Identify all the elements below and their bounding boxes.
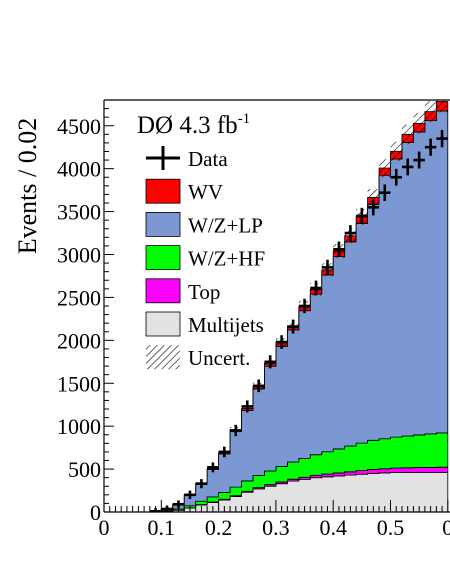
data-point [310,280,322,296]
legend-label: Uncert. [188,346,250,370]
legend-label: Multijets [188,313,264,337]
data-point [298,298,311,314]
legend-swatch [145,211,181,237]
data-point [401,158,414,176]
legend-item-multijets: Multijets [145,311,264,337]
data-point [436,129,448,148]
legend-label: W/Z+LP [188,213,263,237]
data-point [207,462,219,473]
x-tick-label: 0.4 [319,515,347,540]
legend-swatch [145,278,181,304]
uncertainty-band-bin [413,113,425,134]
x-tick-label: 0.3 [262,515,290,540]
legend-item-top: Top [145,278,220,304]
legend-swatch [146,345,180,370]
legend-item-w-z-hf: W/Z+HF [145,245,265,271]
legend-swatch [145,245,181,271]
legend-label: W/Z+HF [188,247,265,271]
uncertainty-band-bin [379,158,391,178]
data-point [252,379,265,393]
legend-item-data: Data [146,146,228,171]
uncertainty-band-bin [436,100,448,113]
data-point [344,225,357,241]
legend-item-wv: WV [145,178,223,204]
x-tick-label: 0.1 [148,515,176,540]
data-point [424,138,437,156]
data-point [195,479,208,489]
x-tick-label: 0 [99,515,110,540]
y-tick-label: 2500 [57,285,101,310]
legend-item-uncert: Uncert. [146,345,250,370]
y-tick-label: 0 [90,500,101,525]
y-tick-label: 1000 [57,414,101,439]
chart-title-superscript: -1 [238,111,251,127]
data-point [218,446,231,458]
legend-swatch [145,178,181,204]
y-tick-label: 3000 [57,243,101,268]
data-point [184,490,196,500]
data-point [390,168,402,186]
uncertainty-band-bin [424,101,437,123]
y-tick-label: 2000 [57,328,101,353]
data-point [413,151,425,169]
y-tick-label: 1500 [57,371,101,396]
data-point [275,335,288,349]
data-point [230,424,242,437]
x-tick-label: 0.5 [377,515,405,540]
uncertainty-band-bin [401,124,414,145]
data-point [356,207,368,224]
legend-label: Top [188,280,220,304]
data-point [333,241,345,258]
legend-label: Data [188,147,228,171]
y-axis-label: Events / 0.02 [13,118,42,255]
legend: Data WV W/Z+LP W/Z+HF Top Multijets Uncert. [145,146,265,370]
y-tick-label: 4000 [57,157,101,182]
legend-item-w-z-lp: W/Z+LP [145,211,263,237]
data-point [379,184,391,201]
x-tick-label: 0 [442,515,450,540]
axes: 0 500 1000 1500 2000 2500 3000 3500 4000 4500 0 0.1… [57,99,450,540]
data-point [241,400,253,413]
data-point [367,199,380,216]
legend-label: WV [188,180,223,204]
chart-title: DØ 4.3 fb-1 [137,111,250,139]
legend-swatch [145,311,181,337]
y-tick-label: 500 [68,457,101,482]
data-point [264,355,276,369]
data-point [321,259,334,275]
uncertainty-band-bin [367,189,380,206]
y-tick-label: 4500 [57,114,101,139]
x-tick-label: 0.2 [205,515,233,540]
uncertainty-band-bin [390,141,402,161]
y-tick-label: 3500 [57,200,101,225]
data-point [287,319,299,334]
